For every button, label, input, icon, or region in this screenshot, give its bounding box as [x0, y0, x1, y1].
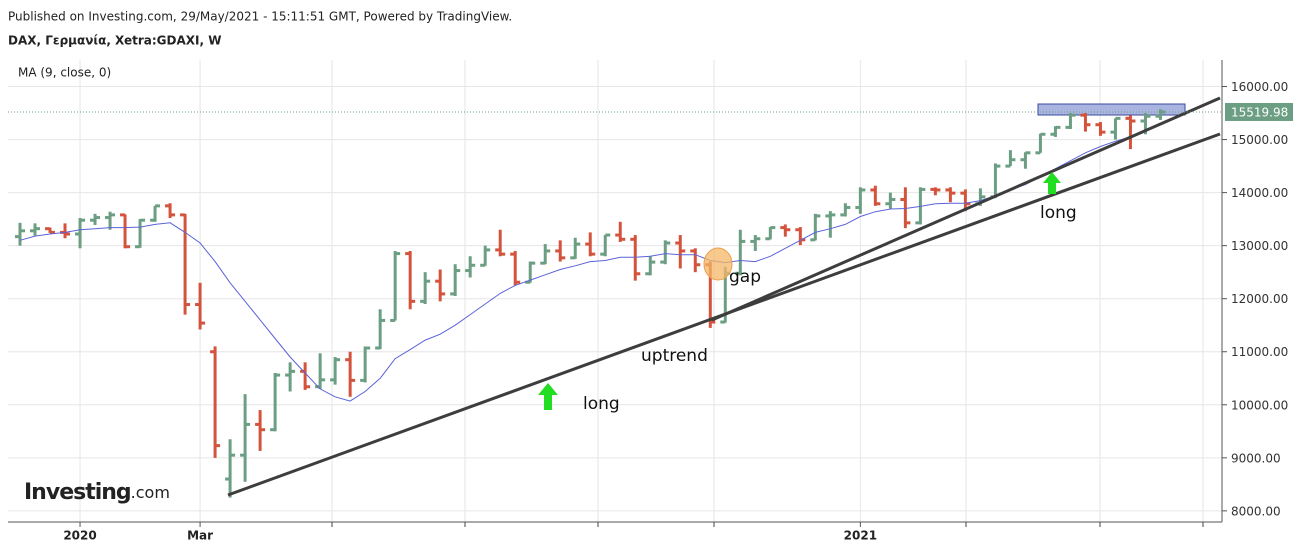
- annotation: uptrend: [641, 346, 708, 366]
- resistance-box: [1037, 103, 1186, 116]
- x-tick-label: 2020: [63, 529, 96, 543]
- y-tick-label: 16000.00: [1231, 80, 1288, 94]
- last-price-label: 15519.98: [1231, 105, 1288, 119]
- indicator-label: MA (9, close, 0): [18, 66, 111, 80]
- gap-marker: [703, 247, 733, 281]
- annotation: long: [583, 394, 620, 414]
- x-tick-label: 2021: [844, 529, 877, 543]
- arrow-up: [538, 383, 558, 410]
- y-tick-label: 12000.00: [1231, 292, 1288, 306]
- trend-line: [711, 96, 1221, 322]
- annotation: gap: [729, 267, 761, 287]
- publisher-note: Published on Investing.com, 29/May/2021 …: [8, 10, 512, 24]
- last-price-tag: [1225, 102, 1293, 121]
- annotation: long: [1040, 203, 1077, 223]
- y-tick-label: 8000.00: [1231, 504, 1281, 518]
- y-tick-label: 11000.00: [1231, 345, 1288, 359]
- y-tick-label: 9000.00: [1231, 451, 1281, 465]
- y-tick-label: 10000.00: [1231, 398, 1288, 412]
- arrow-up: [1043, 172, 1061, 194]
- y-tick-label: 13000.00: [1231, 239, 1288, 253]
- vertical-grid: [331, 60, 1204, 527]
- y-tick-label: 15000.00: [1231, 133, 1288, 147]
- ma-line: [19, 123, 1161, 402]
- logo-suffix: .com: [131, 483, 170, 502]
- x-tick-label: Mar: [187, 529, 213, 543]
- instrument: DAX, Γερμανία, Xetra:GDAXI, W: [8, 34, 221, 48]
- logo-brand: Investing: [24, 480, 131, 505]
- y-tick-label: 14000.00: [1231, 186, 1288, 200]
- logo: Investing.com: [24, 480, 170, 505]
